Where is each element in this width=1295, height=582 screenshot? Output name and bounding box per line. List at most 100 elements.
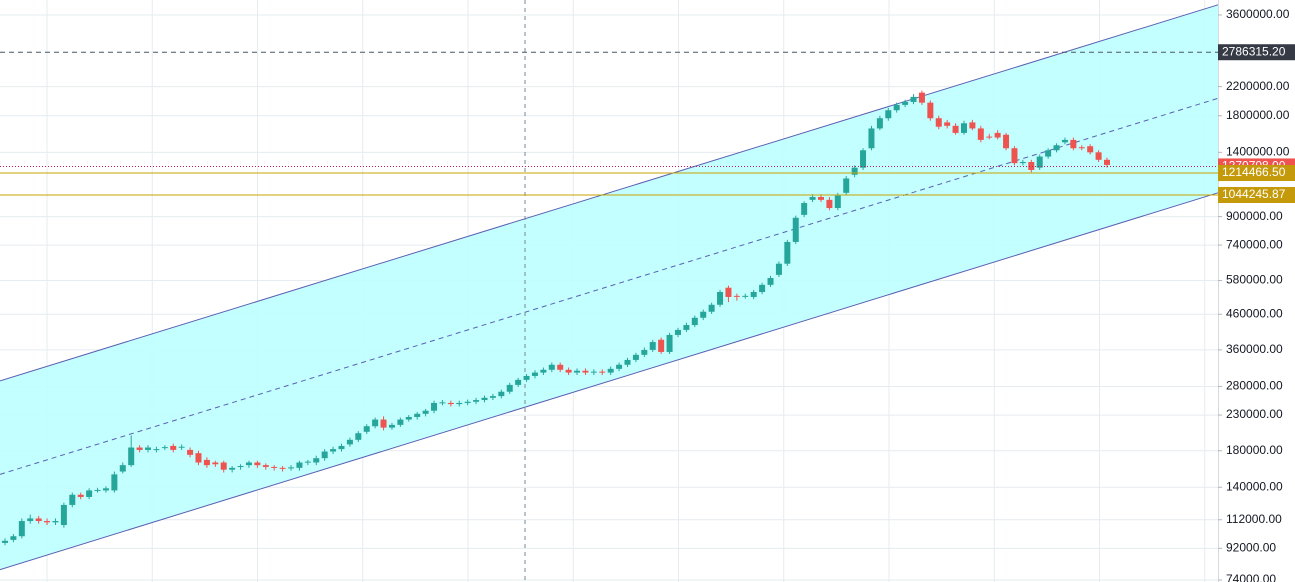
candle-body [313, 458, 320, 463]
candle-body [817, 196, 824, 200]
y-tick-label: 230000.00 [1226, 407, 1283, 421]
candle-body [27, 518, 34, 522]
candle-body [792, 217, 799, 242]
candle-body [69, 494, 76, 505]
candle-body [649, 342, 656, 350]
candle-body [447, 402, 454, 405]
price-label-bg [1218, 44, 1295, 61]
candle-body [161, 447, 168, 449]
candle-body [868, 128, 875, 149]
candle-body [860, 150, 867, 168]
candle-body [439, 402, 446, 404]
candle-body [784, 241, 791, 264]
candle-body [473, 400, 480, 402]
candle-body [590, 371, 597, 373]
candle-body [733, 295, 740, 297]
candle-body [506, 384, 513, 392]
candle-body [153, 449, 160, 451]
candle-body [918, 92, 925, 103]
y-tick-label: 280000.00 [1226, 379, 1283, 393]
candle-body [994, 132, 1001, 138]
y-tick-label: 360000.00 [1226, 342, 1283, 356]
candle-body [229, 467, 236, 470]
price-label: 1044245.87 [1222, 187, 1286, 201]
candle-body [330, 449, 337, 452]
y-tick-label: 900000.00 [1226, 209, 1283, 223]
candle-body [178, 446, 185, 448]
candle-body [843, 178, 850, 193]
candle-body [254, 462, 261, 466]
candle-body [321, 451, 328, 459]
candle-body [136, 447, 143, 450]
candle-body [1019, 162, 1026, 164]
candle-body [666, 334, 673, 352]
candle-body [809, 196, 816, 200]
candle-body [910, 96, 917, 102]
candle-body [708, 304, 715, 312]
candle-body [489, 396, 496, 398]
candle-body [397, 419, 404, 425]
candle-body [10, 536, 17, 540]
candle-body [220, 462, 227, 470]
candle-body [296, 462, 303, 468]
candles [2, 90, 1110, 546]
candle-body [52, 521, 59, 523]
candle-body [498, 391, 505, 397]
candle-body [77, 494, 84, 497]
candle-body [1011, 148, 1018, 164]
candle-body [1053, 145, 1060, 151]
y-axis: 74000.00 92000.00 112000.00 140000.00 180000… [1218, 7, 1295, 582]
candle-body [363, 426, 370, 432]
candle-body [624, 359, 631, 365]
candle-body [170, 445, 177, 450]
candle-body [405, 416, 412, 420]
y-tick-label: 1800000.00 [1226, 108, 1290, 122]
candle-body [969, 122, 976, 129]
candle-body [750, 291, 757, 297]
candle-body [876, 118, 883, 129]
candle-body [725, 287, 732, 297]
candle-body [195, 453, 202, 463]
channel-fill [0, 4, 1218, 570]
candle-body [237, 466, 244, 468]
candle-body [145, 447, 152, 450]
candle-body [355, 433, 362, 440]
candle-body [531, 372, 538, 376]
candle-body [187, 449, 194, 455]
candle-body [1095, 152, 1102, 160]
candle-body [742, 295, 749, 297]
candle-body [35, 518, 42, 522]
channel-upper [0, 4, 1219, 382]
y-tick-label: 740000.00 [1226, 237, 1283, 251]
candle-body [60, 504, 67, 526]
candle-body [548, 364, 555, 370]
candle-body [700, 311, 707, 318]
candle-body [128, 447, 135, 466]
candle-body [565, 369, 572, 373]
candle-body [203, 459, 210, 466]
candle-body [826, 199, 833, 208]
price-label-bg [1218, 186, 1295, 203]
y-tick-label: 92000.00 [1226, 541, 1276, 555]
y-tick-label: 140000.00 [1226, 479, 1283, 493]
candle-body [380, 419, 387, 428]
candle-body [616, 364, 623, 369]
candle-body [683, 325, 690, 330]
candle-body [834, 195, 841, 208]
candle-body [481, 397, 488, 401]
y-tick-label: 1400000.00 [1226, 145, 1290, 159]
candle-body [1045, 150, 1052, 157]
candle-body [674, 329, 681, 335]
candle-body [986, 136, 993, 138]
candle-body [977, 128, 984, 140]
candle-body [801, 203, 808, 215]
candle-body [893, 104, 900, 111]
candle-body [582, 370, 589, 373]
y-tick-label: 74000.00 [1226, 572, 1276, 582]
candle-body [944, 122, 951, 126]
candle-body [658, 339, 665, 352]
candle-body [1078, 147, 1085, 149]
candle-body [691, 317, 698, 326]
candle-body [767, 278, 774, 285]
y-tick-label: 2200000.00 [1226, 79, 1290, 93]
